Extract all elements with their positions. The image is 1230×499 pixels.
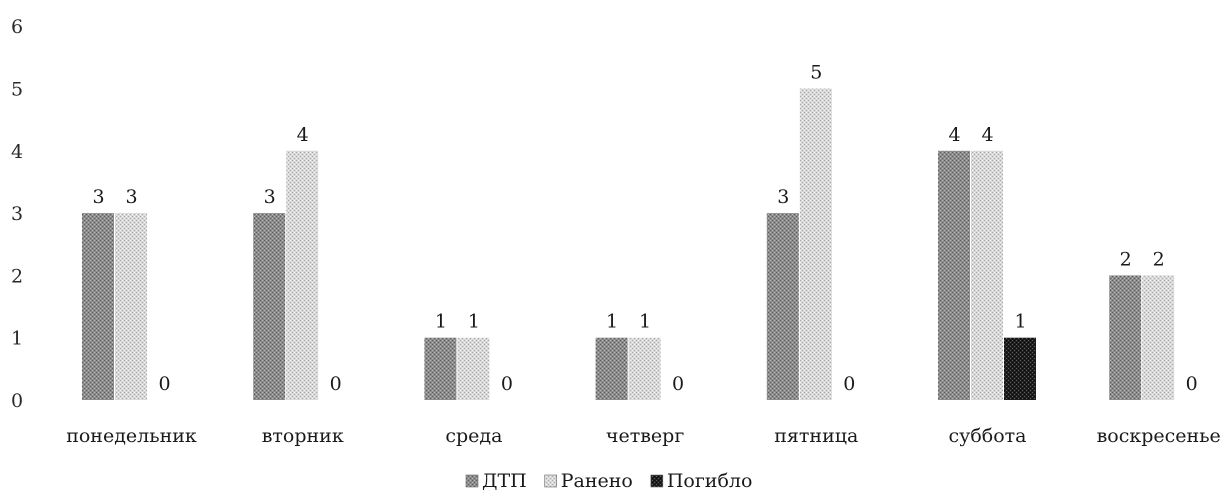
y-tick-label: 2 bbox=[11, 265, 23, 287]
data-label: 1 bbox=[606, 311, 618, 333]
data-label: 4 bbox=[297, 124, 309, 146]
bar-среда-ДТП bbox=[424, 337, 457, 400]
y-axis: 0 1 2 3 4 5 6 bbox=[11, 16, 23, 412]
bar-воскресенье-Ранено bbox=[1142, 275, 1175, 400]
x-tick-label: понедельник bbox=[66, 425, 197, 447]
data-label: 5 bbox=[810, 62, 822, 84]
bar-четверг-ДТП bbox=[595, 337, 628, 400]
x-tick-label: воскресенье bbox=[1097, 425, 1221, 447]
x-tick-label: пятница bbox=[774, 425, 858, 447]
legend-label: Погибло bbox=[667, 470, 753, 492]
x-tick-label: суббота bbox=[949, 425, 1027, 447]
y-tick-label: 6 bbox=[11, 16, 23, 38]
x-axis: понедельник вторник среда четверг пятница суб… bbox=[66, 425, 1221, 447]
y-tick-label: 4 bbox=[11, 141, 23, 163]
data-label: 3 bbox=[777, 186, 789, 208]
y-tick-label: 1 bbox=[11, 328, 23, 350]
x-tick-label: вторник bbox=[262, 425, 344, 447]
data-label: 0 bbox=[158, 373, 170, 395]
legend-label: Ранено bbox=[561, 470, 633, 492]
legend-swatch-Ранено bbox=[544, 474, 558, 488]
data-label: 3 bbox=[92, 186, 104, 208]
data-label: 0 bbox=[330, 373, 342, 395]
y-tick-label: 3 bbox=[11, 203, 23, 225]
data-label: 1 bbox=[468, 311, 480, 333]
data-label: 1 bbox=[639, 311, 651, 333]
bars bbox=[82, 88, 1175, 400]
bar-вторник-Ранено bbox=[286, 150, 319, 400]
legend-label: ДТП bbox=[482, 470, 527, 492]
x-tick-label: среда bbox=[445, 425, 502, 447]
bar-вторник-ДТП bbox=[253, 213, 286, 400]
data-label: 2 bbox=[1120, 248, 1132, 270]
bar-суббота-ДТП bbox=[938, 150, 970, 400]
data-label: 2 bbox=[1153, 248, 1165, 270]
bar-среда-Ранено bbox=[457, 337, 490, 400]
data-label: 0 bbox=[843, 373, 855, 395]
data-label: 0 bbox=[1186, 373, 1198, 395]
data-label: 4 bbox=[981, 124, 993, 146]
data-label: 1 bbox=[1014, 311, 1026, 333]
data-label: 3 bbox=[125, 186, 137, 208]
y-tick-label: 0 bbox=[11, 390, 23, 412]
y-tick-label: 5 bbox=[11, 79, 23, 101]
data-label: 0 bbox=[672, 373, 684, 395]
bar-четверг-Ранено bbox=[628, 337, 661, 400]
data-label: 4 bbox=[948, 124, 960, 146]
data-label: 3 bbox=[264, 186, 276, 208]
legend-swatch-Погибло bbox=[650, 474, 664, 488]
bar-воскресенье-ДТП bbox=[1109, 275, 1142, 400]
bar-пятница-ДТП bbox=[766, 213, 799, 400]
bar-понедельник-Ранено bbox=[115, 213, 147, 400]
bar-суббота-Ранено bbox=[971, 150, 1003, 400]
data-label: 1 bbox=[435, 311, 447, 333]
bar-понедельник-ДТП bbox=[82, 213, 114, 400]
bar-пятница-Ранено bbox=[799, 88, 832, 400]
data-label: 0 bbox=[501, 373, 513, 395]
bar-суббота-Погибло bbox=[1004, 337, 1036, 400]
legend: ДТП Ранено Погибло bbox=[465, 470, 753, 492]
x-tick-label: четверг bbox=[606, 425, 684, 447]
legend-swatch-ДТП bbox=[465, 474, 479, 488]
